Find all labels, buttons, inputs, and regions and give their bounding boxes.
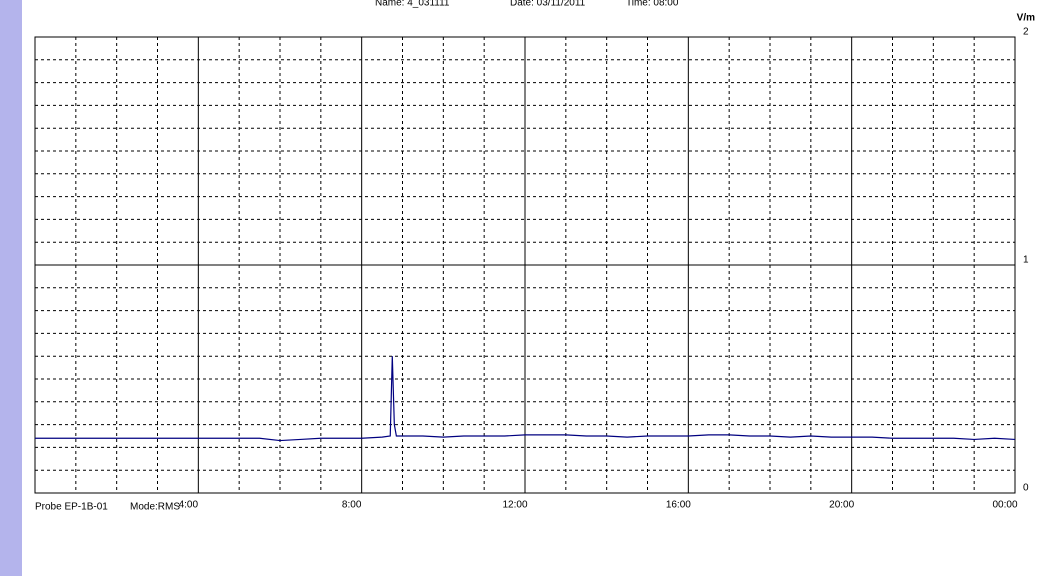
x-tick-label: 4:00	[179, 500, 199, 511]
mode-label: Mode:RMS	[130, 502, 180, 513]
y-unit: V/m	[1017, 13, 1035, 24]
data-line	[35, 356, 1016, 442]
side-strip	[0, 0, 22, 576]
x-tick-label: 16:00	[666, 500, 691, 511]
y-tick-label: 1	[1023, 255, 1029, 266]
x-tick-label: 8:00	[342, 500, 362, 511]
header-date: Date: 03/11/2011	[510, 0, 586, 9]
x-tick-label: 00:00	[992, 500, 1017, 511]
plot-border	[34, 36, 1016, 494]
x-tick-label: 20:00	[829, 500, 854, 511]
x-tick-label: 12:00	[502, 500, 527, 511]
header-time: Time: 08:00	[626, 0, 679, 9]
header-name: Name: 4_031111	[375, 0, 450, 9]
y-tick-label: 0	[1023, 483, 1029, 494]
probe-label: Probe EP-1B-01	[35, 502, 108, 513]
y-tick-label: 2	[1023, 27, 1029, 38]
